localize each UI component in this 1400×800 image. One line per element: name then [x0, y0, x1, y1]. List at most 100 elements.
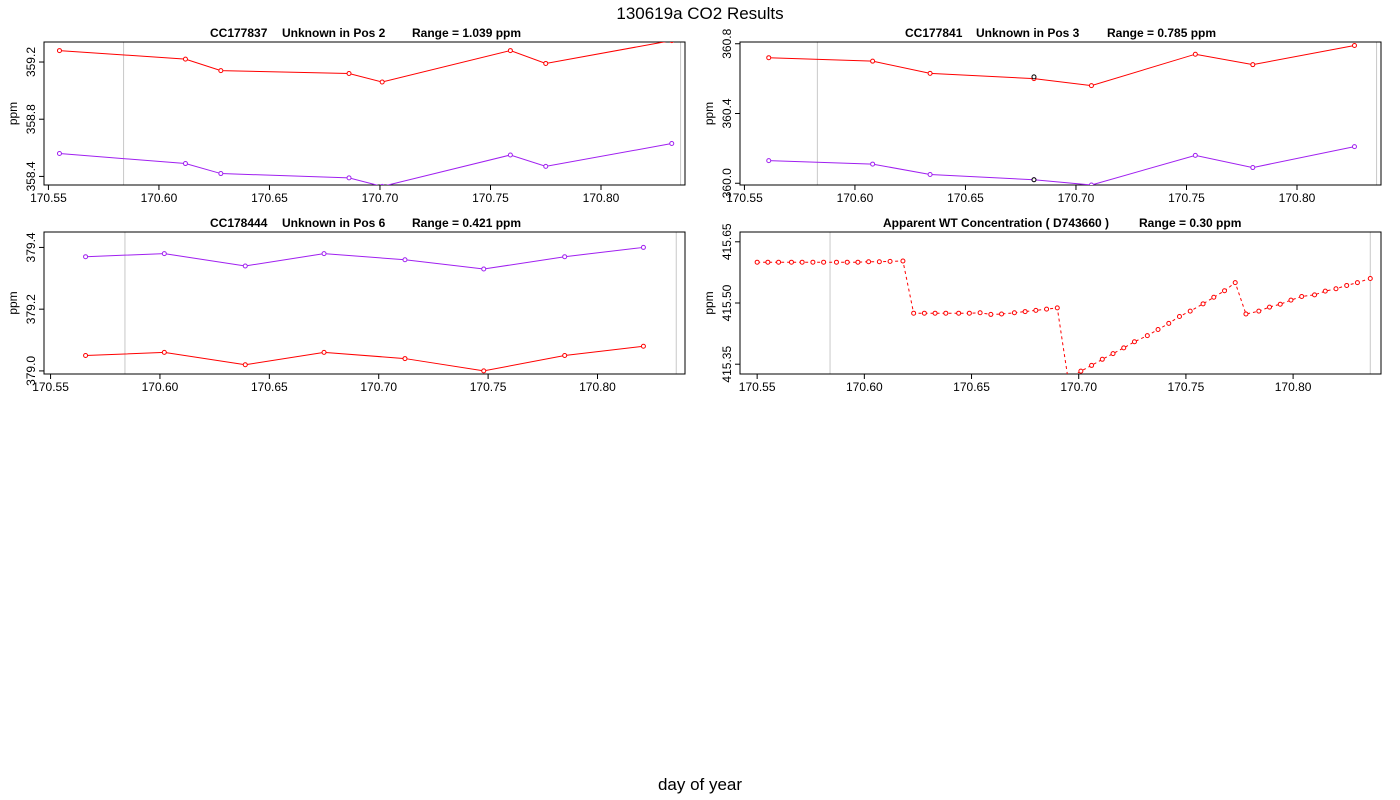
y-tick-label: 358.8: [24, 104, 38, 134]
x-tick-label: 170.75: [1168, 380, 1205, 394]
x-tick-label: 170.70: [1060, 380, 1097, 394]
data-point: [870, 58, 876, 64]
data-point: [1277, 301, 1283, 307]
data-point: [776, 259, 782, 265]
data-point: [1192, 51, 1198, 57]
y-tick-label: 360.8: [720, 28, 734, 58]
data-point: [83, 352, 89, 358]
data-point: [1256, 308, 1262, 314]
series-line: [85, 345, 644, 372]
data-point: [1099, 356, 1105, 362]
plot-frame: [43, 231, 686, 375]
plot-frame: [43, 41, 686, 186]
x-tick-label: 170.70: [360, 380, 397, 394]
data-point: [844, 259, 850, 265]
data-point: [640, 244, 646, 250]
data-point: [218, 68, 224, 74]
series-line: [85, 246, 644, 270]
x-tick-label: 170.60: [837, 191, 874, 205]
data-point: [562, 254, 568, 260]
y-tick-label: 359.2: [24, 47, 38, 77]
data-point: [543, 60, 549, 66]
series-line: [768, 146, 1355, 185]
x-tick-label: 170.75: [1168, 191, 1205, 205]
y-tick-label: 360.4: [720, 98, 734, 128]
data-point: [1166, 320, 1172, 326]
data-point: [927, 172, 933, 178]
x-tick-label: 170.65: [251, 380, 288, 394]
data-point: [866, 259, 872, 265]
data-point: [1243, 311, 1249, 317]
data-point: [543, 163, 549, 169]
y-tick-label: 415.65: [720, 223, 734, 260]
data-point: [833, 259, 839, 265]
data-point: [56, 48, 62, 54]
data-point: [321, 349, 327, 355]
data-point: [1176, 313, 1182, 319]
x-tick-label: 170.55: [739, 380, 776, 394]
data-point: [1351, 144, 1357, 150]
data-point: [1187, 308, 1193, 314]
data-point: [640, 343, 646, 349]
data-point: [1250, 62, 1256, 68]
chart-title-part: Unknown in Pos 3: [976, 26, 1080, 40]
series-line: [59, 42, 667, 83]
data-point: [379, 79, 385, 85]
c4-chart: 170.55 170.60 170.65 170.70 170.75 170.80 415.…: [702, 216, 1382, 394]
data-point: [83, 254, 89, 260]
plot-frame: [739, 41, 1382, 186]
data-point: [810, 259, 816, 265]
data-point: [218, 171, 224, 177]
data-point: [788, 259, 794, 265]
data-point: [242, 263, 248, 269]
data-point: [161, 349, 167, 355]
data-point: [1044, 306, 1050, 312]
data-point: [1288, 297, 1294, 303]
data-point: [1344, 282, 1350, 288]
data-point: [766, 158, 772, 164]
data-layer: [56, 42, 675, 185]
data-point: [481, 266, 487, 272]
data-point: [1155, 327, 1161, 333]
x-tick-label: 170.75: [472, 191, 509, 205]
data-point: [507, 152, 513, 158]
x-axis-label: day of year: [657, 775, 743, 794]
data-point: [481, 368, 487, 374]
data-point: [1144, 333, 1150, 339]
chart-title-part: CC178444: [210, 216, 268, 230]
data-point: [943, 310, 949, 316]
data-point: [927, 70, 933, 76]
data-point: [855, 259, 861, 265]
data-point: [988, 311, 994, 317]
data-point: [1078, 368, 1084, 374]
y-tick-label: 379.4: [24, 232, 38, 262]
data-point: [1088, 83, 1094, 89]
x-tick-label: 170.80: [579, 380, 616, 394]
data-point: [1121, 345, 1127, 351]
chart-title-part: Range = 0.30 ppm: [1139, 216, 1241, 230]
extra-point: [1031, 74, 1037, 80]
chart-title-part: CC177841: [905, 26, 963, 40]
data-point: [1033, 307, 1039, 313]
data-point: [754, 259, 760, 265]
data-point: [1054, 305, 1060, 311]
data-point: [887, 258, 893, 264]
data-point: [182, 161, 188, 167]
data-point: [321, 251, 327, 257]
data-point: [956, 310, 962, 316]
y-tick-label: 415.50: [720, 284, 734, 321]
data-point: [1250, 165, 1256, 171]
chart-title-part: CC177837: [210, 26, 268, 40]
x-tick-label: 170.55: [32, 380, 69, 394]
data-point: [911, 310, 917, 316]
x-tick-label: 170.65: [953, 380, 990, 394]
series-line: [757, 260, 1371, 374]
data-point: [876, 259, 882, 265]
y-tick-label: 379.2: [24, 294, 38, 324]
data-point: [1192, 152, 1198, 158]
x-tick-label: 170.80: [1275, 380, 1312, 394]
data-point: [669, 42, 674, 44]
y-axis-label: ppm: [6, 102, 20, 125]
data-point: [56, 151, 62, 157]
y-axis-label: ppm: [702, 291, 716, 314]
